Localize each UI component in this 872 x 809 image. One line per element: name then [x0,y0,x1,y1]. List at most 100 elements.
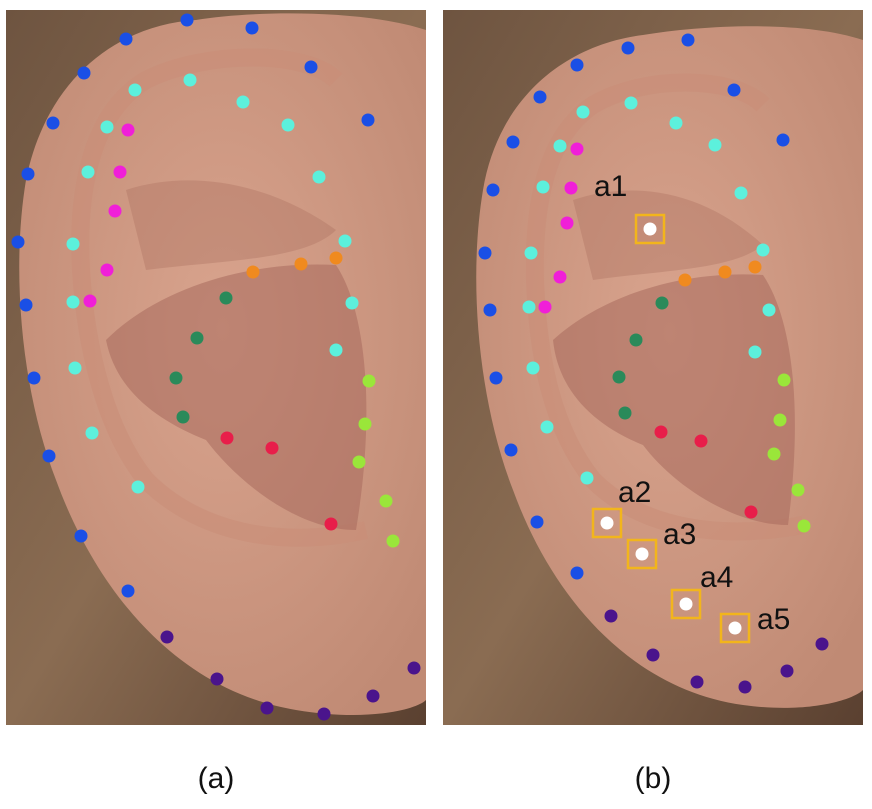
highlight-box-a4 [670,588,702,620]
red-landmark-dot [324,517,338,531]
dark-green-landmark-dot [629,333,643,347]
outer-helix-landmark-dot [506,135,520,149]
highlighted-point-a3 [635,547,649,561]
landmark-points-a [11,13,421,721]
fossa [573,190,763,280]
outer-helix-landmark-dot [486,183,500,197]
lime-landmark-dot [379,494,393,508]
orange-landmark-dot [748,260,762,274]
annotation-label-a1: a1 [594,170,628,203]
fossa [126,180,336,270]
orange-landmark-dot [246,265,260,279]
inner-helix-landmark-dot [236,95,250,109]
lime-landmark-dot [767,447,781,461]
lime-landmark-dot [791,483,805,497]
lime-landmark-dot [777,373,791,387]
inner-helix-landmark-dot [312,170,326,184]
lime-landmark-dot [386,534,400,548]
outer-helix-landmark-dot [27,371,41,385]
outer-helix-landmark-dot [245,21,259,35]
concha [553,274,795,525]
purple-landmark-dot [646,648,660,662]
purple-landmark-dot [366,689,380,703]
dark-green-landmark-dot [219,291,233,305]
outer-helix-landmark-dot [533,90,547,104]
outer-helix-landmark-dot [478,246,492,260]
purple-landmark-dot [260,701,274,715]
inner-helix-landmark-dot [708,138,722,152]
purple-landmark-dot [407,661,421,675]
dark-green-landmark-dot [176,410,190,424]
magenta-landmark-dot [560,216,574,230]
outer-helix-landmark-dot [570,566,584,580]
purple-landmark-dot [604,609,618,623]
highlight-box-a2 [591,507,623,539]
outer-helix-landmark-dot [681,33,695,47]
outer-helix-landmark-dot [570,58,584,72]
annotation-label-a2: a2 [618,476,652,509]
purple-landmark-dot [738,680,752,694]
inner-helix-landmark-dot [748,345,762,359]
helix-fold [525,73,805,541]
outer-helix-landmark-dot [530,515,544,529]
highlight-box-a3 [626,538,658,570]
orange-landmark-dot [329,251,343,265]
purple-landmark-dot [160,630,174,644]
highlight-box-a5 [719,612,751,644]
highlighted-point-a4 [679,597,693,611]
outer-helix-landmark-dot [483,303,497,317]
inner-helix-landmark-dot [580,471,594,485]
inner-helix-landmark-dot [183,73,197,87]
inner-helix-landmark-dot [576,105,590,119]
outer-helix-landmark-dot [19,298,33,312]
magenta-landmark-dot [570,142,584,156]
inner-helix-landmark-dot [81,165,95,179]
landmark-points-b [478,33,829,694]
magenta-landmark-dot [100,263,114,277]
lime-landmark-dot [797,519,811,533]
annotation-label-a4: a4 [700,561,734,594]
inner-helix-landmark-dot [756,243,770,257]
caption-b: (b) [634,762,672,795]
outer-helix-landmark-dot [77,66,91,80]
ear-image-a [6,10,426,725]
inner-helix-landmark-dot [624,96,638,110]
lime-landmark-dot [352,455,366,469]
dark-green-landmark-dot [618,406,632,420]
magenta-landmark-dot [83,294,97,308]
highlighted-points-b [591,213,751,644]
red-landmark-dot [265,441,279,455]
outer-helix-landmark-dot [119,32,133,46]
magenta-landmark-dot [108,204,122,218]
magenta-landmark-dot [538,300,552,314]
annotation-label-a3: a3 [663,518,697,551]
highlighted-point-a2 [600,516,614,530]
dark-green-landmark-dot [169,371,183,385]
inner-helix-landmark-dot [536,180,550,194]
outer-helix-landmark-dot [304,60,318,74]
ear-photo-panel-b [443,10,863,725]
caption-a: (a) [197,762,235,795]
helix-fold [71,48,368,547]
outer-helix-landmark-dot [121,584,135,598]
orange-landmark-dot [718,265,732,279]
inner-helix-landmark-dot [131,480,145,494]
orange-landmark-dot [294,257,308,271]
inner-helix-landmark-dot [345,296,359,310]
highlighted-point-a5 [728,621,742,635]
red-landmark-dot [220,431,234,445]
inner-helix-landmark-dot [66,237,80,251]
inner-helix-landmark-dot [100,120,114,134]
inner-helix-landmark-dot [281,118,295,132]
magenta-landmark-dot [564,181,578,195]
outer-helix-landmark-dot [621,41,635,55]
inner-helix-landmark-dot [540,420,554,434]
purple-landmark-dot [780,664,794,678]
inner-helix-landmark-dot [734,186,748,200]
purple-landmark-dot [210,672,224,686]
inner-helix-landmark-dot [66,295,80,309]
inner-helix-landmark-dot [526,361,540,375]
highlight-box-a1 [634,213,666,245]
outer-helix-landmark-dot [11,235,25,249]
outer-helix-landmark-dot [180,13,194,27]
